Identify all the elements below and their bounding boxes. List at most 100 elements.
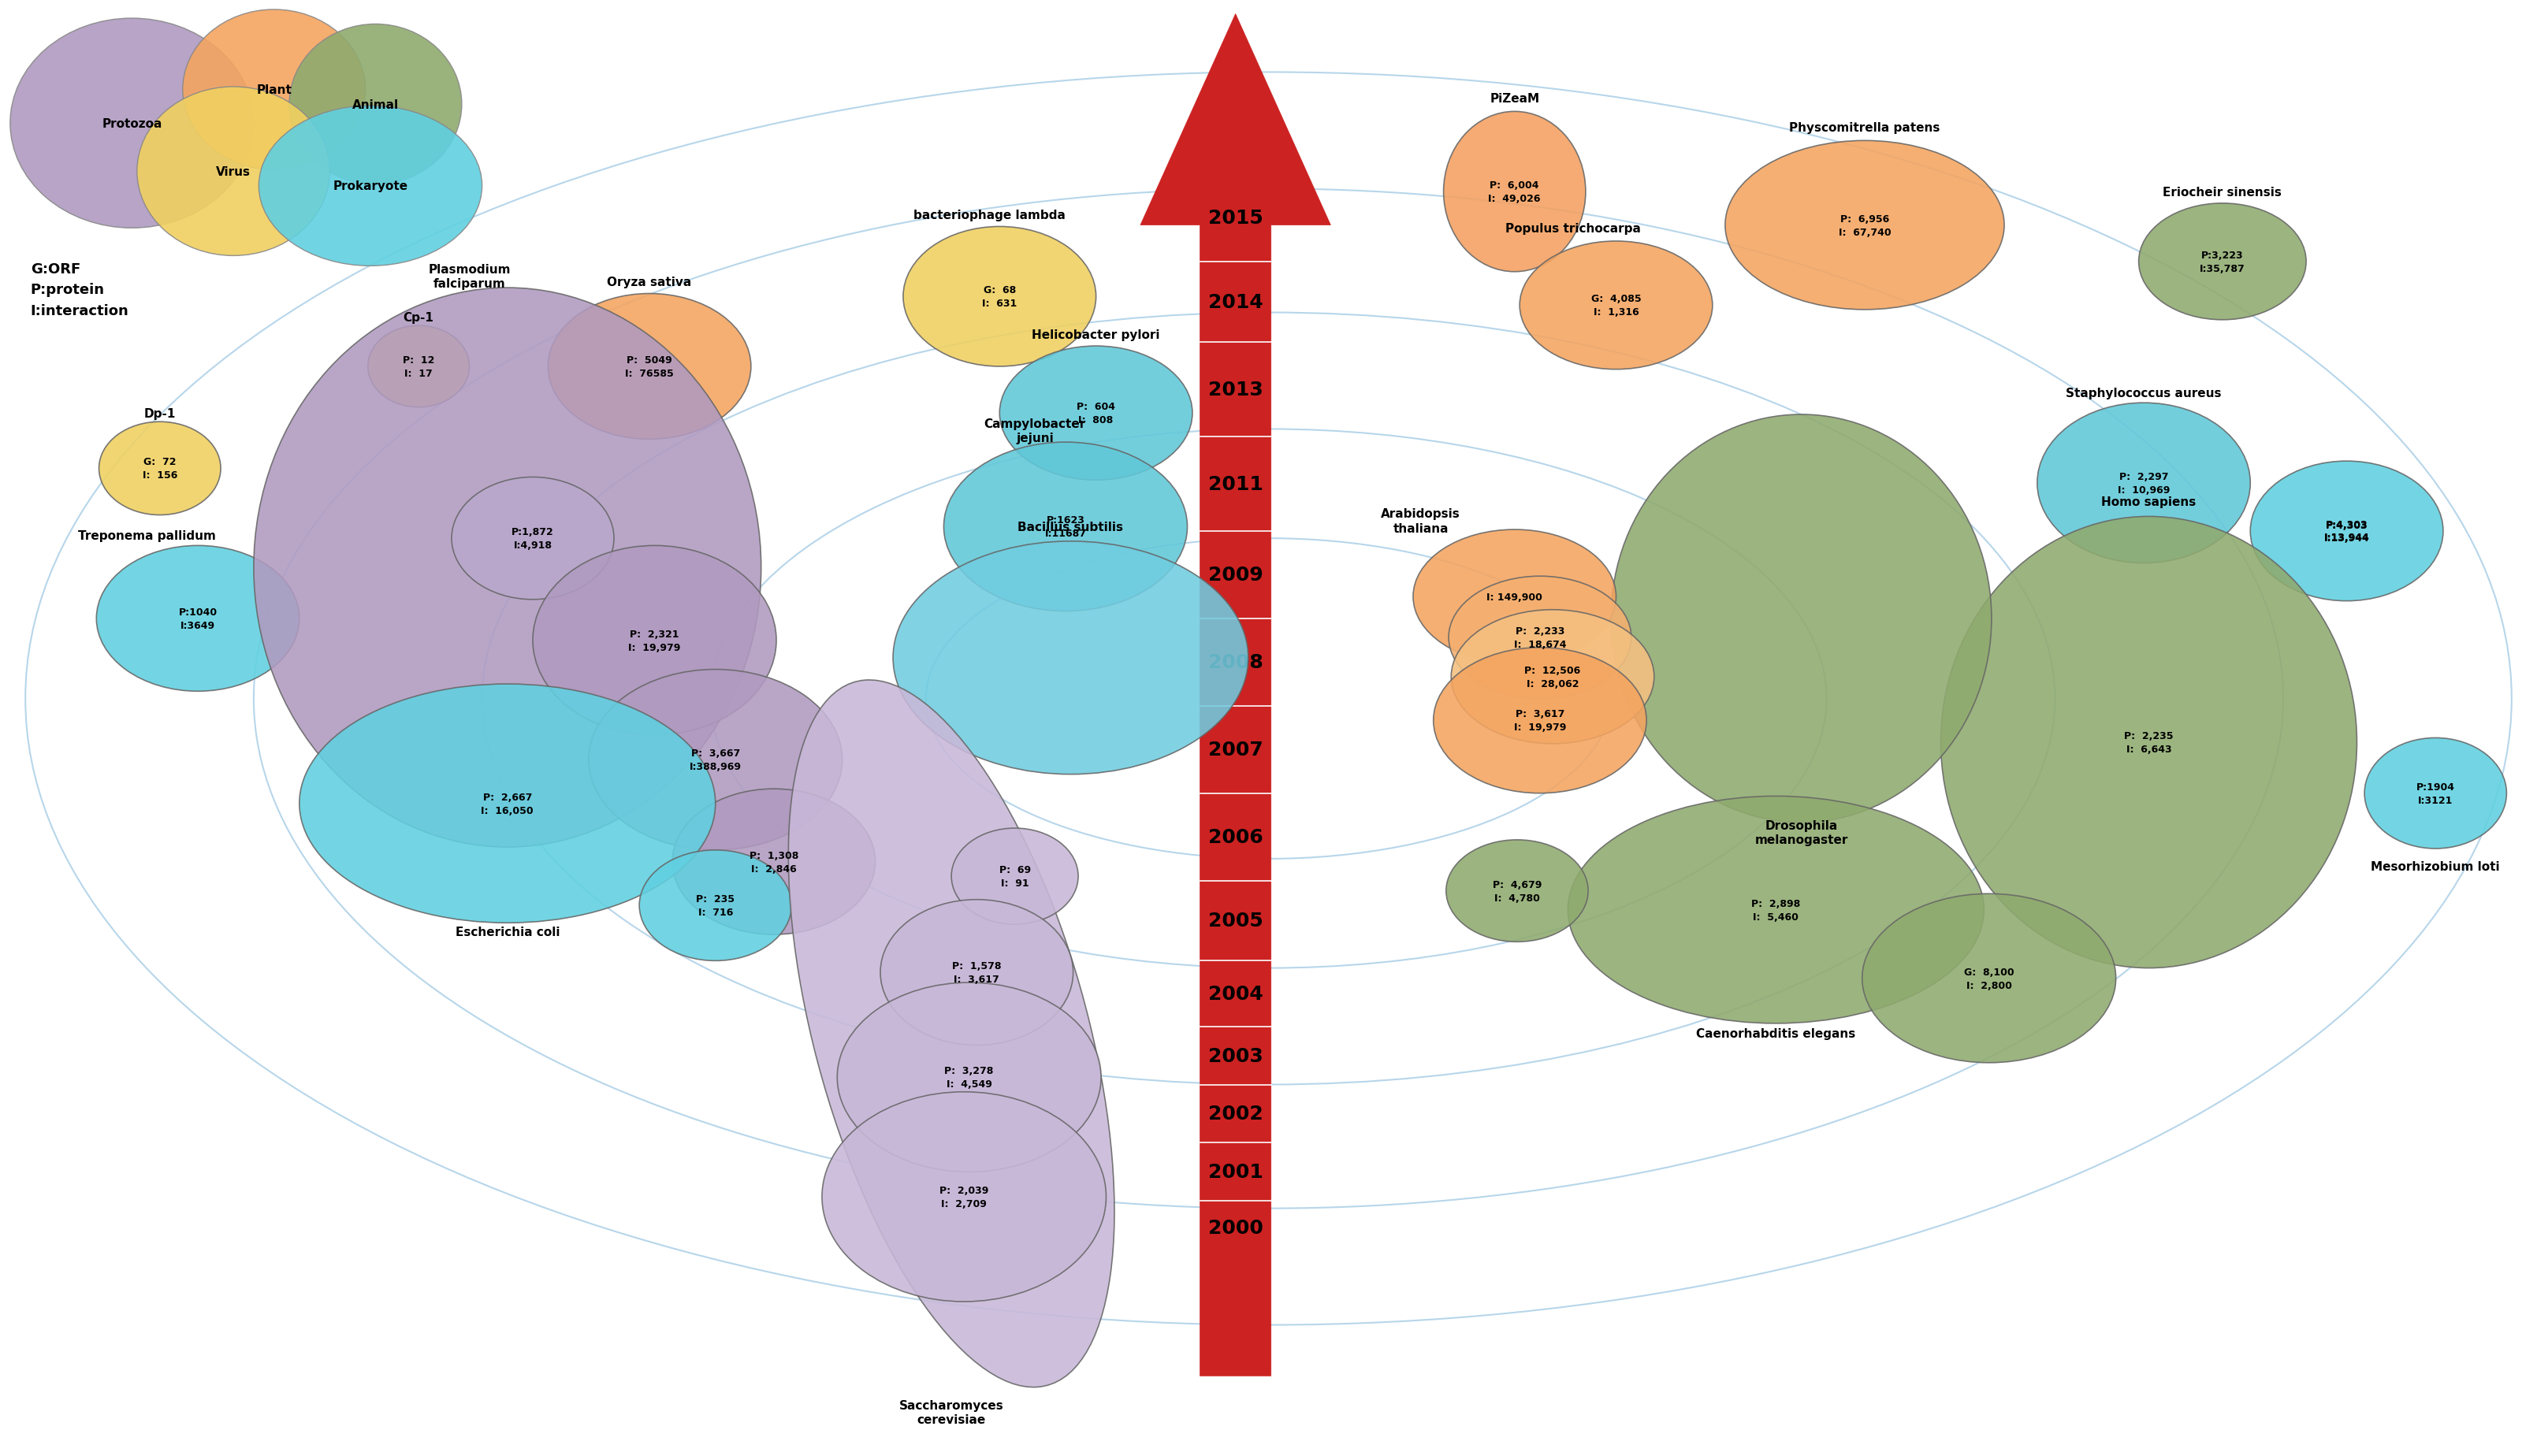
Ellipse shape xyxy=(548,294,751,440)
Text: P:  2,297
I:  10,969: P: 2,297 I: 10,969 xyxy=(2118,472,2169,495)
Text: P:  4,679
I:  4,780: P: 4,679 I: 4,780 xyxy=(1492,879,1542,903)
Ellipse shape xyxy=(1446,840,1588,942)
Text: I: 149,900: I: 149,900 xyxy=(1487,591,1542,603)
Text: Homo sapiens: Homo sapiens xyxy=(2101,496,2197,508)
Ellipse shape xyxy=(1520,242,1712,370)
Text: Eriocheir sinensis: Eriocheir sinensis xyxy=(2164,186,2281,198)
Text: P:  2,898
I:  5,460: P: 2,898 I: 5,460 xyxy=(1751,898,1801,922)
Text: Saccharomyces
cerevisiae: Saccharomyces cerevisiae xyxy=(898,1399,1005,1425)
Text: Helicobacter pylori: Helicobacter pylori xyxy=(1033,329,1159,341)
Ellipse shape xyxy=(96,546,299,692)
Text: P:  2,233
I:  18,674: P: 2,233 I: 18,674 xyxy=(1515,626,1565,649)
Text: P:1040
I:3649: P:1040 I:3649 xyxy=(178,607,218,630)
Text: P:  5049
I:  76585: P: 5049 I: 76585 xyxy=(624,355,675,379)
Text: 2015: 2015 xyxy=(1208,210,1263,227)
Ellipse shape xyxy=(10,19,254,229)
Text: P:  1,578
I:  3,617: P: 1,578 I: 3,617 xyxy=(951,961,1002,984)
Text: P:  1,308
I:  2,846: P: 1,308 I: 2,846 xyxy=(748,850,799,874)
Ellipse shape xyxy=(1000,347,1192,480)
Text: Dp-1: Dp-1 xyxy=(145,408,175,419)
Ellipse shape xyxy=(944,443,1187,612)
Text: P:  604
I:  808: P: 604 I: 808 xyxy=(1076,402,1116,425)
Ellipse shape xyxy=(589,670,842,850)
Text: 2006: 2006 xyxy=(1208,828,1263,846)
Ellipse shape xyxy=(259,106,482,266)
Ellipse shape xyxy=(368,326,469,408)
Text: Staphylococcus aureus: Staphylococcus aureus xyxy=(2065,387,2222,399)
Text: 2011: 2011 xyxy=(1208,475,1263,494)
Text: Oryza sativa: Oryza sativa xyxy=(606,277,693,288)
Ellipse shape xyxy=(99,422,221,515)
Text: P:  2,039
I:  2,709: P: 2,039 I: 2,709 xyxy=(939,1185,989,1208)
Text: P:  3,617
I:  19,979: P: 3,617 I: 19,979 xyxy=(1515,709,1565,732)
Ellipse shape xyxy=(254,288,761,847)
Ellipse shape xyxy=(2250,462,2443,601)
Ellipse shape xyxy=(2139,204,2306,320)
Text: G:  4,085
I:  1,316: G: 4,085 I: 1,316 xyxy=(1591,294,1641,317)
Ellipse shape xyxy=(1451,610,1654,744)
Ellipse shape xyxy=(1725,141,2004,310)
Ellipse shape xyxy=(672,789,875,935)
Text: P:  3,278
I:  4,549: P: 3,278 I: 4,549 xyxy=(944,1066,995,1089)
Ellipse shape xyxy=(299,684,715,923)
Text: Cp-1: Cp-1 xyxy=(403,312,434,323)
Text: P:1623
I:11687: P:1623 I:11687 xyxy=(1045,515,1086,539)
Text: Campylobacter
jejuni: Campylobacter jejuni xyxy=(984,418,1086,444)
Text: 2000: 2000 xyxy=(1208,1219,1263,1236)
Text: P:4,303
I:13,944: P:4,303 I:13,944 xyxy=(2324,520,2370,543)
Text: Prokaryote: Prokaryote xyxy=(332,181,408,192)
Text: Caenorhabditis elegans: Caenorhabditis elegans xyxy=(1697,1028,1855,1040)
Ellipse shape xyxy=(822,1092,1106,1302)
Ellipse shape xyxy=(289,25,462,185)
Ellipse shape xyxy=(880,900,1073,1045)
Text: P:  2,321
I:  19,979: P: 2,321 I: 19,979 xyxy=(629,629,680,652)
Ellipse shape xyxy=(533,546,776,735)
Text: P:  12,506
I:  28,062: P: 12,506 I: 28,062 xyxy=(1525,665,1581,689)
Ellipse shape xyxy=(1444,112,1586,272)
Ellipse shape xyxy=(1611,415,1992,823)
Polygon shape xyxy=(1139,15,1329,1376)
Text: Plant: Plant xyxy=(256,84,292,96)
Ellipse shape xyxy=(1433,648,1647,794)
Text: 2009: 2009 xyxy=(1208,566,1263,584)
Text: Escherichia coli: Escherichia coli xyxy=(454,926,561,938)
Ellipse shape xyxy=(789,680,1114,1388)
Ellipse shape xyxy=(452,478,614,600)
Text: bacteriophage lambda: bacteriophage lambda xyxy=(913,210,1066,221)
Text: G:ORF
P:protein
I:interaction: G:ORF P:protein I:interaction xyxy=(30,262,129,317)
Text: 2003: 2003 xyxy=(1208,1047,1263,1064)
Text: Animal: Animal xyxy=(353,99,398,111)
Text: P:  2,235
I:  6,643: P: 2,235 I: 6,643 xyxy=(2123,731,2174,754)
Text: Bacillus subtilis: Bacillus subtilis xyxy=(1017,521,1124,533)
Ellipse shape xyxy=(1941,517,2357,968)
Text: 2004: 2004 xyxy=(1208,984,1263,1003)
Text: 2005: 2005 xyxy=(1208,911,1263,930)
Text: 2001: 2001 xyxy=(1208,1163,1263,1181)
Text: P:  12
I:  17: P: 12 I: 17 xyxy=(403,355,434,379)
Text: 2007: 2007 xyxy=(1208,741,1263,759)
Text: Mesorhizobium loti: Mesorhizobium loti xyxy=(2372,860,2499,872)
Text: P:3,223
I:35,787: P:3,223 I:35,787 xyxy=(2200,250,2245,274)
Ellipse shape xyxy=(639,850,792,961)
Ellipse shape xyxy=(137,87,330,256)
Ellipse shape xyxy=(2364,738,2507,849)
Text: G:  8,100
I:  2,800: G: 8,100 I: 2,800 xyxy=(1964,967,2014,990)
Text: P:  6,004
I:  49,026: P: 6,004 I: 49,026 xyxy=(1489,181,1540,204)
Text: 2014: 2014 xyxy=(1208,293,1263,312)
Ellipse shape xyxy=(951,828,1078,925)
Text: P:1,872
I:4,918: P:1,872 I:4,918 xyxy=(512,527,553,550)
Text: P:  3,667
I:388,969: P: 3,667 I:388,969 xyxy=(690,748,741,772)
Text: Virus: Virus xyxy=(216,166,251,178)
Ellipse shape xyxy=(183,10,365,170)
Text: P:4,303
I:13,944: P:4,303 I:13,944 xyxy=(2324,520,2370,543)
Text: P:  2,667
I:  16,050: P: 2,667 I: 16,050 xyxy=(482,792,533,815)
Text: Treponema pallidum: Treponema pallidum xyxy=(79,530,216,542)
Text: P:  6,956
I:  67,740: P: 6,956 I: 67,740 xyxy=(1839,214,1890,237)
Text: Populus trichocarpa: Populus trichocarpa xyxy=(1504,223,1641,234)
Ellipse shape xyxy=(893,542,1248,775)
Ellipse shape xyxy=(1568,796,1984,1024)
Ellipse shape xyxy=(1449,577,1631,699)
Text: 2008: 2008 xyxy=(1208,654,1263,671)
Ellipse shape xyxy=(903,227,1096,367)
Text: P:1904
I:3121: P:1904 I:3121 xyxy=(2415,782,2456,805)
